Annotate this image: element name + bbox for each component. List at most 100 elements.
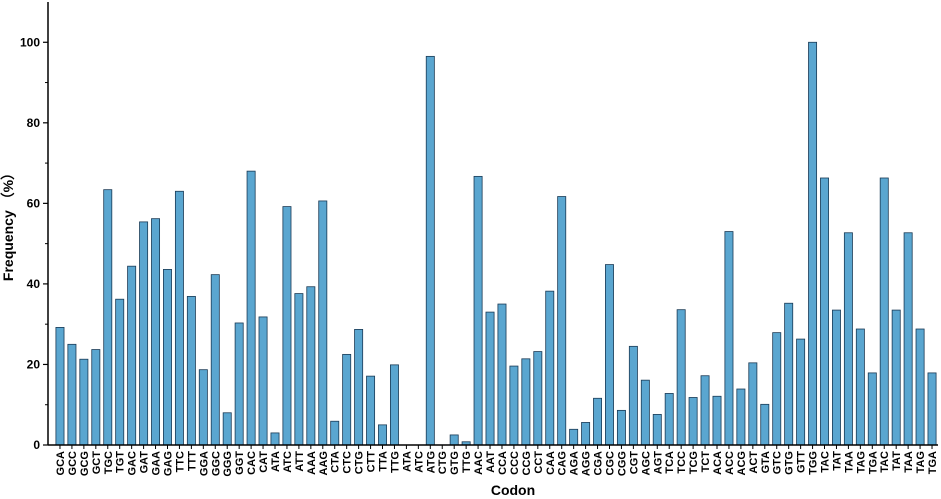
bar-gtc-60: [772, 332, 782, 446]
x-category-label: CTT: [366, 451, 378, 473]
bar-gtt-62: [796, 338, 806, 446]
x-category-label: AGG: [581, 451, 593, 476]
x-category-label: GTG: [449, 451, 461, 475]
bar-gga-12: [198, 369, 208, 446]
x-category-label: AGT: [652, 451, 664, 475]
bars-group: [55, 41, 937, 446]
x-category-label: TGC: [103, 451, 115, 474]
x-category-label: GGC: [210, 451, 222, 476]
bar-aac-35: [473, 175, 483, 446]
x-category-label: CCC: [509, 451, 521, 475]
bar-gct-3: [91, 349, 101, 446]
x-category-label: ACC: [724, 451, 736, 475]
x-category-label: GGA: [198, 451, 210, 476]
x-category-label: TGA: [927, 451, 939, 474]
bar-ctg-25: [354, 329, 364, 446]
bar-caa-41: [545, 290, 555, 446]
x-category-label: CAG: [557, 451, 569, 475]
x-category-label: GCT: [91, 451, 103, 475]
x-category-label: GCG: [79, 451, 91, 476]
x-category-label: ACG: [736, 451, 748, 475]
bar-gcc-1: [67, 343, 77, 446]
bar-cct-40: [533, 351, 543, 446]
x-category-label: CCT: [533, 451, 545, 474]
x-category-label: ACT: [748, 451, 760, 474]
bar-gca-0: [55, 327, 65, 446]
bar-gaa-8: [151, 218, 161, 446]
bar-ggt-15: [234, 322, 244, 446]
x-category-label: TGG: [808, 451, 820, 475]
x-category-label: AAA: [306, 451, 318, 475]
x-category-label: TAA: [843, 451, 855, 473]
bar-gtg-61: [784, 302, 794, 446]
bar-ttg-28: [389, 364, 399, 446]
y-tick-label: 40: [27, 277, 41, 291]
x-category-label: GTC: [772, 451, 784, 474]
x-category-label: CAA: [545, 451, 557, 475]
bar-tac-69: [879, 177, 889, 446]
x-category-label: CGG: [616, 451, 628, 476]
bar-tat-65: [831, 309, 841, 446]
bar-acg-57: [736, 388, 746, 446]
x-category-label: ATT: [294, 451, 306, 472]
x-category-label: GCC: [67, 451, 79, 476]
y-axis-title: Frequency （%）: [0, 166, 16, 281]
x-category-label: GGT: [234, 451, 246, 475]
x-category-label: TTG: [389, 451, 401, 473]
x-category-label: ATC: [413, 451, 425, 473]
bar-tgg-63: [808, 41, 818, 446]
x-category-label: GAG: [162, 451, 174, 476]
bar-cgc-46: [605, 264, 614, 446]
x-category-label: CGA: [593, 451, 605, 476]
x-category-label: CCG: [521, 451, 533, 475]
x-category-label: AAC: [473, 451, 485, 475]
bar-cta-23: [330, 420, 340, 446]
x-category-label: GTT: [796, 451, 808, 473]
x-category-label: CTG: [437, 451, 449, 474]
x-category-label: TAA: [903, 451, 915, 473]
bar-cac-16: [246, 170, 256, 446]
bar-ctc-24: [342, 353, 352, 446]
x-category-label: TCA: [664, 451, 676, 474]
bar-agc-49: [640, 379, 650, 446]
bar-act-58: [748, 362, 758, 446]
x-category-label: CAC: [246, 451, 258, 475]
bar-aat-36: [485, 311, 495, 446]
x-category-label: CCA: [497, 451, 509, 475]
bar-tta-27: [378, 424, 387, 446]
bar-agg-44: [581, 422, 591, 446]
bar-gac-6: [127, 265, 137, 446]
bar-ctt-26: [366, 375, 376, 446]
bar-aca-55: [712, 395, 722, 446]
x-category-label: TCC: [676, 451, 688, 474]
x-category-label: TAG: [855, 451, 867, 473]
x-axis-ticks: GCA GCC GCG GCT TGC TGT GAC GAT GAA GAG TTC TTT GGA G…: [55, 445, 939, 477]
y-tick-label: 80: [27, 116, 41, 130]
bar-ttt-11: [186, 295, 196, 446]
bar-tga-73: [927, 372, 937, 446]
x-category-label: AGC: [640, 451, 652, 476]
x-category-label: GAT: [139, 451, 151, 474]
bar-cag-42: [557, 196, 567, 446]
x-category-label: GCA: [55, 451, 67, 476]
bar-aga-43: [569, 428, 579, 446]
x-category-label: AGA: [569, 451, 581, 476]
x-category-label: ATC: [282, 451, 294, 473]
bar-ggg-14: [222, 412, 232, 446]
x-category-label: TAC: [879, 451, 891, 473]
y-tick-label: 100: [20, 35, 40, 49]
x-category-label: TAC: [820, 451, 832, 473]
x-axis-title: Codon: [491, 482, 535, 498]
bar-cgg-47: [616, 409, 626, 446]
x-category-label: TTG: [461, 451, 473, 473]
bar-tac-64: [820, 177, 829, 446]
bar-ccg-39: [521, 358, 531, 446]
bar-tgc-4: [103, 189, 113, 446]
x-category-label: ATA: [401, 451, 413, 472]
bar-gat-7: [139, 221, 149, 446]
x-category-label: TCT: [700, 451, 712, 473]
bar-cgt-48: [628, 345, 638, 446]
y-tick-label: 20: [27, 357, 41, 371]
bar-tag-72: [915, 328, 925, 446]
y-tick-label: 0: [33, 438, 40, 452]
